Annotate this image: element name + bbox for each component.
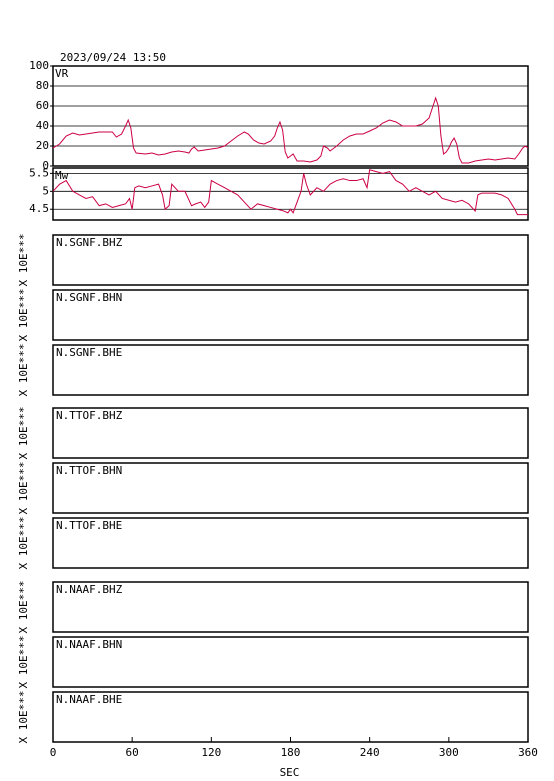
panel-frame [52,636,529,688]
line [52,169,528,216]
y-label: X 10E*** [17,691,30,744]
x-tick-label: 60 [126,746,139,759]
panel-title: N.SGNF.BHN [56,291,122,304]
y-label: X 10E*** [17,517,30,570]
y-tick-label: 100 [29,59,49,72]
x-tick-label: 360 [518,746,538,759]
y-tick-label: 80 [36,79,49,92]
x-label: SEC [280,766,300,779]
y-label: Mw [55,169,69,182]
panel-frame [52,407,529,459]
panel-frame [52,289,529,341]
y-label: X 10E*** [17,344,30,397]
y-tick-label: 60 [36,99,49,112]
panel-title: N.TTOF.BHN [56,464,122,477]
panel-frame [52,234,529,286]
y-label: X 10E*** [17,234,30,287]
panel-frame [52,462,529,514]
y-label: VR [55,67,69,80]
y-label: X 10E*** [17,636,30,689]
panel-frame [52,581,529,633]
y-label: X 10E*** [17,581,30,634]
panel-title: N.SGNF.BHZ [56,236,123,249]
y-label: X 10E*** [17,407,30,460]
y-label: X 10E*** [17,289,30,342]
panel-title: N.NAAF.BHN [56,638,122,651]
x-tick-label: 180 [281,746,301,759]
x-tick-label: 300 [439,746,459,759]
y-tick-label: 4.5 [29,202,49,215]
panel-frame [52,691,529,743]
panel-title: N.SGNF.BHE [56,346,122,359]
panel-frame [52,167,529,221]
chart-title: 2023/09/24 13:50 [60,51,166,64]
x-tick-label: 0 [50,746,57,759]
y-label: X 10E*** [17,462,30,515]
x-tick-label: 240 [360,746,380,759]
panel-frame [52,517,529,569]
panel-title: N.TTOF.BHE [56,519,122,532]
panel-frame [52,65,529,167]
y-tick-label: 5.5 [29,166,49,179]
x-tick-label: 120 [201,746,221,759]
panel-title: N.TTOF.BHZ [56,409,123,422]
panel-title: N.NAAF.BHZ [56,583,123,596]
y-tick-label: 40 [36,119,49,132]
line [52,96,529,164]
panel-title: N.NAAF.BHE [56,693,122,706]
panel-frame [52,344,529,396]
y-tick-label: 20 [36,139,49,152]
y-tick-label: 0 [42,159,49,172]
y-tick-label: 5 [42,184,49,197]
